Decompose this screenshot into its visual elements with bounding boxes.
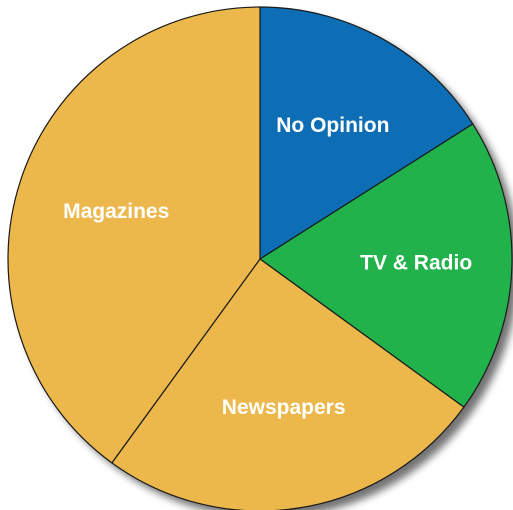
pie-slice-magazines (7, 6, 261, 464)
pie-label-magazines: Magazines (63, 200, 169, 223)
pie-slice-tv-radio (259, 123, 513, 408)
pie-slices (7, 6, 513, 510)
pie-label-no-opinion: No Opinion (276, 114, 389, 137)
pie-slice-no-opinion (259, 6, 474, 260)
pie-slice-newspapers (111, 258, 465, 510)
pie-labels: No Opinion TV & Radio Newspapers Magazines (63, 114, 472, 419)
pie-label-tv-radio: TV & Radio (360, 251, 472, 274)
pie-label-newspapers: Newspapers (222, 396, 346, 419)
